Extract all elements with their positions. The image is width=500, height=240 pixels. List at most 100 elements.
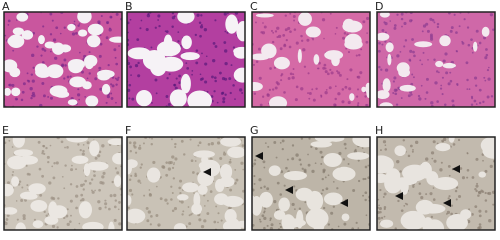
nucleus: [80, 183, 84, 188]
nucleus: [300, 87, 304, 91]
alveolus: [107, 138, 122, 146]
nucleus: [336, 187, 339, 190]
alveolus: [377, 155, 394, 174]
nucleus: [337, 225, 340, 228]
nucleus: [24, 198, 27, 202]
nucleus: [41, 149, 45, 153]
nucleus: [228, 160, 232, 164]
nucleus: [264, 142, 267, 145]
nucleus: [291, 144, 295, 147]
nucleus: [82, 188, 85, 191]
nucleus: [79, 51, 81, 54]
nucleus: [187, 206, 190, 208]
nucleus: [63, 187, 66, 190]
nucleus: [31, 79, 35, 83]
nucleus: [485, 48, 488, 51]
nucleus: [128, 188, 133, 193]
nucleus: [334, 97, 337, 101]
alveolus: [15, 222, 26, 230]
nucleus: [478, 223, 482, 226]
nucleus: [261, 95, 265, 98]
nucleus: [155, 92, 158, 95]
nucleus: [102, 171, 106, 175]
alveolus: [67, 23, 76, 31]
nucleus: [195, 49, 199, 52]
nucleus: [273, 66, 277, 69]
nucleus: [179, 179, 183, 183]
nucleus: [263, 166, 266, 169]
arrowhead: [255, 152, 263, 160]
nucleus: [429, 37, 434, 41]
nucleus: [484, 169, 488, 173]
nucleus: [50, 196, 54, 200]
alveolus: [439, 35, 451, 47]
nucleus: [11, 146, 14, 148]
nucleus: [216, 101, 219, 104]
nucleus: [219, 157, 223, 161]
nucleus: [260, 186, 263, 190]
nucleus: [411, 38, 414, 41]
nucleus: [224, 93, 227, 96]
nucleus: [412, 50, 415, 54]
nucleus: [109, 194, 113, 198]
nucleus: [253, 162, 257, 166]
nucleus: [32, 94, 36, 98]
nucleus: [75, 185, 79, 188]
nucleus: [106, 21, 109, 25]
nucleus: [70, 168, 74, 172]
nucleus: [347, 50, 351, 54]
nucleus: [486, 95, 490, 99]
nucleus: [73, 20, 76, 23]
nucleus: [127, 61, 131, 66]
arrowhead: [340, 199, 348, 207]
nucleus: [320, 162, 323, 165]
micrograph: [252, 12, 370, 107]
nucleus: [97, 154, 101, 158]
alveolus: [180, 52, 200, 61]
nucleus: [114, 56, 117, 59]
alveolus: [323, 192, 343, 206]
nucleus: [324, 91, 328, 95]
nucleus: [222, 97, 226, 101]
nucleus: [12, 171, 15, 173]
nucleus: [347, 163, 350, 165]
nucleus: [140, 19, 143, 22]
alveolus: [310, 140, 333, 148]
nucleus: [458, 25, 461, 28]
nucleus: [355, 54, 358, 57]
alveolus: [16, 12, 29, 22]
nucleus: [51, 224, 56, 228]
nucleus: [281, 147, 284, 151]
nucleus: [453, 13, 456, 16]
nucleus: [397, 199, 400, 203]
nucleus: [326, 72, 330, 76]
alveolus: [44, 215, 59, 225]
nucleus: [396, 159, 400, 164]
alveolus: [361, 86, 367, 93]
nucleus: [271, 40, 275, 44]
nucleus: [77, 24, 80, 27]
nucleus: [104, 206, 107, 209]
panel-label: F: [125, 124, 131, 137]
nucleus: [186, 66, 190, 70]
nucleus: [281, 139, 285, 143]
nucleus: [56, 226, 59, 229]
nucleus: [177, 40, 180, 43]
nucleus: [300, 39, 304, 42]
nucleus: [211, 75, 214, 79]
nucleus: [412, 148, 414, 151]
nucleus: [282, 33, 286, 37]
nucleus: [41, 81, 45, 85]
nucleus: [434, 81, 438, 85]
nucleus: [418, 192, 422, 195]
nucleus: [148, 193, 152, 197]
nucleus: [430, 101, 434, 105]
micrograph: [127, 137, 245, 230]
alveolus: [385, 42, 394, 53]
nucleus: [311, 169, 315, 174]
alveolus: [233, 67, 245, 83]
panel-label: A: [2, 0, 10, 13]
nucleus: [158, 24, 161, 28]
nucleus: [139, 27, 142, 30]
alveolus: [113, 175, 122, 188]
